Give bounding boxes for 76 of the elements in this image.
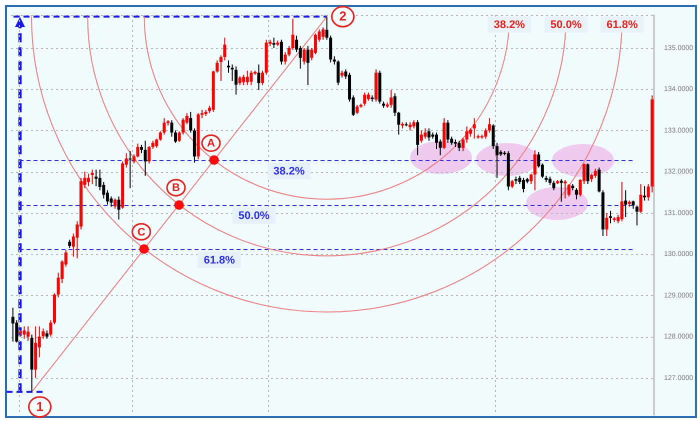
candlestick <box>416 120 420 156</box>
ref-line-label: A <box>207 138 216 150</box>
candlestick <box>605 212 608 237</box>
candlestick <box>635 205 638 226</box>
candlestick <box>49 320 52 338</box>
annotation: 50.0% <box>238 210 270 222</box>
candlestick <box>226 60 230 74</box>
annotation: 2 <box>339 8 346 24</box>
candlestick <box>533 150 536 191</box>
candlestick <box>306 45 310 86</box>
candlestick <box>446 120 450 144</box>
candlestick <box>620 182 624 222</box>
annotation: 50.0% <box>550 19 582 32</box>
candlestick <box>336 60 340 86</box>
candlestick <box>148 146 151 164</box>
annotation: 61.8% <box>204 254 236 266</box>
candlestick <box>594 168 597 178</box>
candlestick <box>128 150 132 189</box>
candlestick <box>586 162 590 185</box>
candlestick <box>250 70 253 86</box>
candlestick <box>643 186 646 202</box>
candlestick <box>598 167 601 193</box>
candlestick <box>472 118 476 140</box>
annotation: 61.8% <box>606 19 638 32</box>
candlestick <box>458 140 461 152</box>
candlestick <box>609 210 612 224</box>
candlestick <box>242 74 246 86</box>
candlestick <box>363 92 366 106</box>
ref-line-label: B <box>172 182 180 194</box>
candlestick <box>424 128 427 140</box>
candlestick <box>94 169 98 187</box>
candlestick <box>291 18 294 51</box>
annotation: 38.2% <box>494 19 526 32</box>
candlestick <box>272 37 276 48</box>
candlestick <box>114 198 117 210</box>
candlestick <box>488 118 491 134</box>
candlestick <box>280 39 283 65</box>
candlestick <box>155 138 158 148</box>
candlestick <box>574 188 578 200</box>
candlestick <box>234 66 238 96</box>
annotation: 38.2% <box>273 166 305 178</box>
candlestick <box>552 180 556 191</box>
candlestick <box>390 90 393 108</box>
candlestick <box>567 184 570 197</box>
candlestick <box>189 111 192 134</box>
candlestick <box>530 173 533 185</box>
candlestick <box>356 104 359 114</box>
ref-line-label: C <box>137 226 146 238</box>
candlestick <box>117 196 120 220</box>
candlestick <box>420 130 423 144</box>
candlestick <box>435 132 438 150</box>
candlestick <box>314 33 317 55</box>
candlestick <box>564 179 567 200</box>
candlestick <box>238 76 242 86</box>
candlestick <box>288 45 291 57</box>
candlestick <box>257 64 260 91</box>
candlestick <box>427 128 430 142</box>
candlestick <box>144 140 147 176</box>
annotation: 1 <box>36 398 44 414</box>
candlestick <box>322 26 325 40</box>
candlestick <box>560 178 563 202</box>
candlestick <box>26 326 30 342</box>
candlestick <box>522 177 526 193</box>
candlestick <box>639 184 642 214</box>
candlestick <box>284 52 287 65</box>
candlestick <box>261 70 264 86</box>
candlestick <box>484 128 488 140</box>
candlestick <box>87 173 90 187</box>
candlestick <box>22 326 26 340</box>
candlestick <box>11 307 14 342</box>
candlestick <box>465 126 468 144</box>
candlestick <box>90 169 94 185</box>
candlestick <box>624 190 628 218</box>
candlestick <box>302 47 306 65</box>
candlestick <box>461 137 464 152</box>
candlestick <box>246 70 249 86</box>
